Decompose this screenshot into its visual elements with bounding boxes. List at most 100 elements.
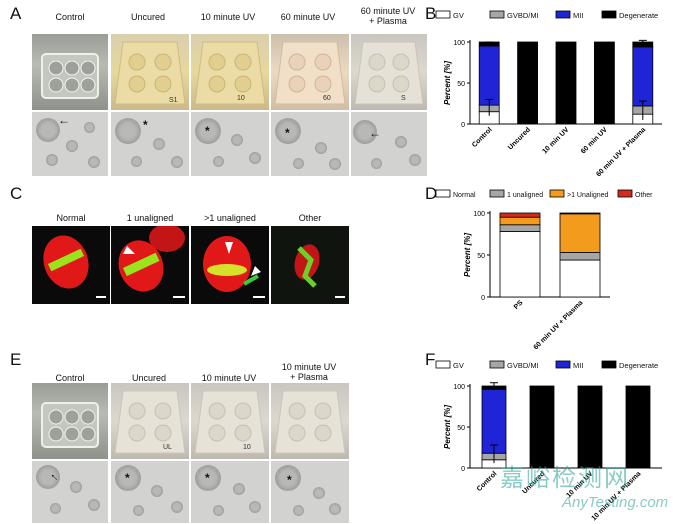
oocyte-micrograph-uncured: * [111,112,189,176]
y-tick-label: 0 [461,122,465,129]
bar-segment [625,385,651,469]
oocyte-cell [329,503,341,515]
oocyte-cell [88,499,100,511]
oocyte-cell [213,156,224,167]
panel-c-header-normal: Normal [56,213,86,223]
arrow-marker-icon: ← [369,126,381,140]
panel-c-header-gt1-unaligned: >1 unaligned [204,213,256,223]
legend-swatch [555,10,571,19]
bar-segment [559,252,601,261]
bar-segment [499,212,541,218]
bar-segment [499,216,541,226]
bar-segment [478,45,500,106]
oocyte-cell [50,503,61,514]
oocyte-micrograph-10min: * [191,112,269,176]
plate-photo-control [32,383,108,459]
legend-label: MII [573,361,583,370]
x-tick-label: 60 min UV + Plasma [533,299,585,351]
oocyte-cell [293,158,304,169]
oocyte-cell [353,120,377,144]
bar-segment [559,259,601,298]
oocyte-cell [195,465,221,491]
bar-segment [559,212,601,215]
plate-label: UL [163,444,172,451]
oocyte-cell [249,501,261,513]
plate-photo-60min-plasma: S [351,34,427,110]
oocyte-cell [249,152,261,164]
panel-e-header-10min: 10 minute UV [201,373,257,383]
legend-swatch [549,189,565,198]
well-plate-graphic: 60 [274,41,346,105]
panel-e-header-10min-plasma: 10 minute UV + Plasma [281,362,337,382]
star-marker-icon: * [205,124,210,138]
panel-e-header-control: Control [55,373,85,383]
chart-b: GV GVBD/MI MII Degenerate 0 50 100 Percent [%] C… [435,10,662,178]
plate-photo-uncured: S1 [111,34,189,110]
panel-e-header-uncured: Uncured [131,373,167,383]
well-plate-graphic: S [354,41,424,105]
oocyte-cell [233,483,245,495]
well-plate-graphic [274,390,346,454]
oocyte-micrograph-60min-plasma: ← [351,112,427,176]
x-tick-label: Uncured [507,126,532,151]
legend-swatch [601,10,617,19]
panel-a-header-control: Control [55,12,85,22]
plate-label: 10 [237,95,245,102]
oocyte-micrograph-60min: * [271,112,349,176]
plate-label: 60 [323,95,331,102]
spindle-image-1-unaligned [111,226,189,304]
arrow-marker-icon: ← [58,113,70,127]
chart-d: Normal 1 unaligned >1 Unaligned Other 0 50 100… [435,189,653,351]
watermark-en: AnyTesting.com [562,494,669,511]
star-marker-icon: * [285,126,290,140]
oocyte-cell [275,118,301,144]
oocyte-cell [88,156,100,168]
chart-f: GV GVBD/MI MII Degenerate 0 50 100 Percent [%] C… [435,360,662,522]
panel-c-header-1-unaligned: 1 unaligned [126,213,174,223]
oocyte-cell [36,118,60,142]
panel-label-c: C [10,184,23,203]
well-plate-graphic [41,402,99,448]
y-tick-label: 50 [457,425,465,432]
bar-segment [577,385,603,469]
legend-label: Degenerate [619,361,658,370]
bar-segment [632,46,654,107]
oocyte-cell [36,465,60,489]
plate-label: S1 [169,97,178,104]
bar-segment [517,41,538,125]
legend-label: Degenerate [619,11,658,20]
plate-photo-10min: 10 [191,34,269,110]
star-marker-icon: * [287,473,292,487]
spindle-graphic [43,235,106,298]
oocyte-cell [46,154,58,166]
panel-a-header-60min: 60 minute UV [280,12,336,22]
plate-photo-60min: 60 [271,34,349,110]
oocyte-cell [66,140,78,152]
legend-swatch [435,189,451,198]
spindle-graphic [294,244,345,298]
bar-segment [555,41,577,125]
bar-segment [593,41,615,125]
oocyte-cell [409,154,421,166]
spindle-graphic [118,226,185,298]
panel-label-d: D [425,184,438,203]
x-tick-label: Control [471,126,494,149]
legend-label: Normal [453,192,476,199]
star-marker-icon: * [125,471,130,485]
x-tick-label: 10 min UV [542,126,571,155]
oocyte-cell [171,501,183,513]
x-tick-label: PS [513,299,525,311]
y-tick-label: 100 [473,211,485,218]
bar-segment [559,213,601,253]
well-plate-graphic: 10 [194,390,266,454]
y-tick-label: 0 [461,466,465,473]
star-marker-icon: * [205,471,210,485]
oocyte-cell [313,487,325,499]
y-tick-label: 50 [477,253,485,260]
well-plate-graphic: UL [114,390,186,454]
oocyte-cell [213,505,224,516]
bar-segment [529,385,555,469]
panel-label-f: F [425,350,436,369]
oocyte-cell [131,156,142,167]
oocyte-cell [371,158,382,169]
